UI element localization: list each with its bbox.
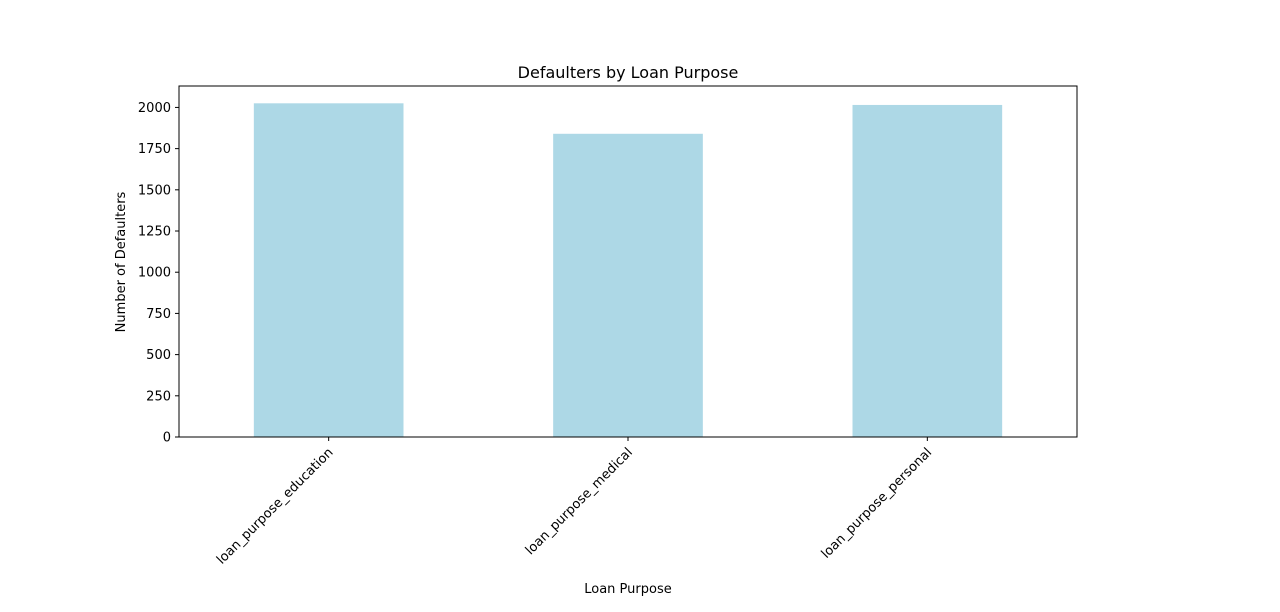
y-tick-label: 1500 <box>138 183 171 198</box>
x-tick-label: loan_purpose_personal <box>819 445 935 561</box>
y-tick-label: 250 <box>146 389 171 404</box>
x-tick-label: loan_purpose_education <box>214 445 336 567</box>
bar-loan-purpose-medical <box>553 133 703 437</box>
bar-loan-purpose-personal <box>852 104 1003 437</box>
y-tick-label: 1000 <box>138 266 171 281</box>
x-axis-label: Loan Purpose <box>584 582 671 597</box>
y-tick-label: 2000 <box>138 101 171 116</box>
plot-frame <box>178 85 1078 438</box>
y-tick-label: 0 <box>163 431 171 446</box>
y-tick-label: 750 <box>146 307 171 322</box>
y-tick-label: 1750 <box>138 142 171 157</box>
y-tick-label: 1250 <box>138 225 171 240</box>
bar-loan-purpose-education <box>253 103 404 437</box>
x-tick-label: loan_purpose_medical <box>523 445 636 558</box>
y-tick-label: 500 <box>146 348 171 363</box>
chart-title: Defaulters by Loan Purpose <box>518 63 739 82</box>
bars-group <box>253 103 1003 437</box>
y-axis: 0 250 500 750 1000 1250 1500 1750 2000 <box>138 101 179 446</box>
y-axis-label: Number of Defaulters <box>114 191 129 332</box>
x-axis: loan_purpose_education loan_purpose_medic… <box>214 437 935 568</box>
